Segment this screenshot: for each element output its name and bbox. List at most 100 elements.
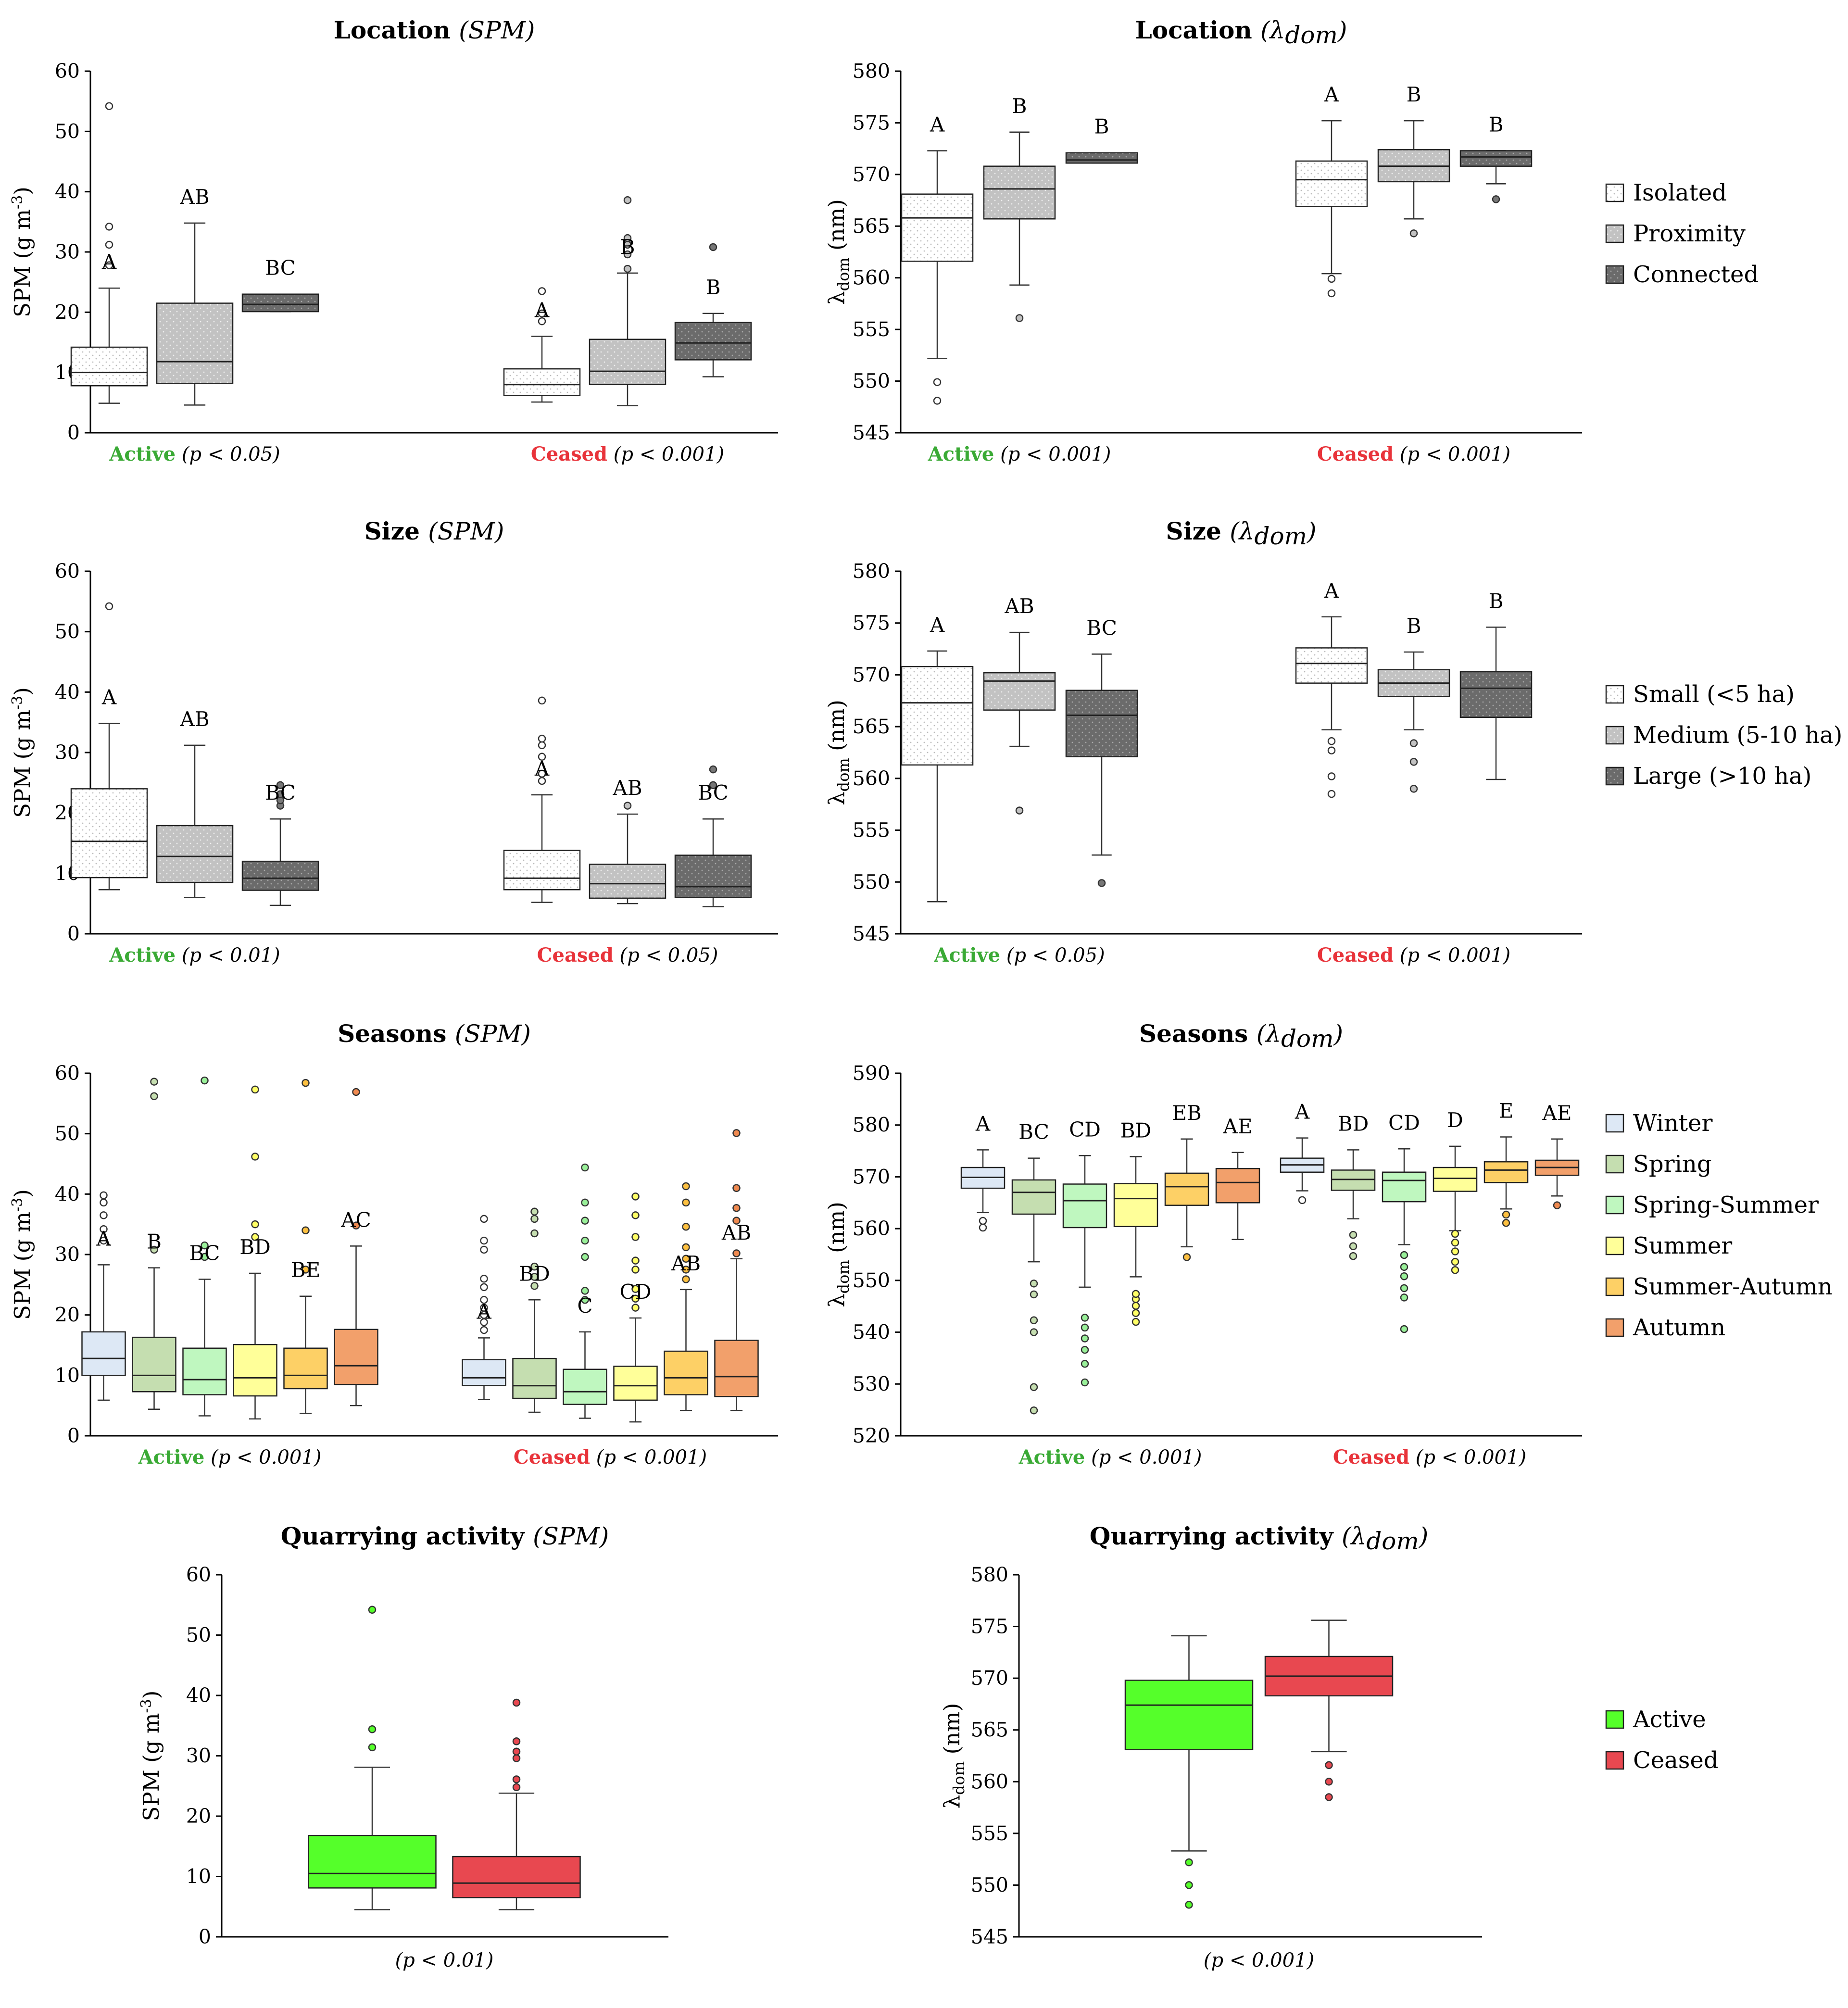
y-axis-label-part: ) <box>10 687 35 696</box>
group-label-ceased: Ceased (p < 0.001) <box>1317 944 1510 966</box>
y-tick-label: 555 <box>853 819 890 842</box>
y-tick-label: 20 <box>186 1805 211 1828</box>
outlier-point <box>480 1283 488 1292</box>
box-small-5-ha- <box>901 665 974 766</box>
significance-letter: EB <box>1172 1101 1202 1125</box>
outlier-point <box>512 1754 521 1762</box>
outlier-point <box>480 1326 488 1334</box>
y-axis-label-part: λ <box>824 1293 849 1307</box>
significance-letter: A <box>96 1227 111 1250</box>
y-tick-label: 540 <box>853 1321 890 1344</box>
outlier-point <box>105 102 113 110</box>
outlier-point <box>1030 1280 1038 1288</box>
significance-letter: B <box>706 276 721 299</box>
outlier-point <box>631 1233 640 1241</box>
group-name: Ceased <box>537 944 614 966</box>
panel-title: Size (SPM) <box>365 517 504 545</box>
y-tick-label: 550 <box>853 870 890 893</box>
panel-title-suffix: ) <box>1337 16 1347 44</box>
group-label-active: Active (p < 0.001) <box>138 1446 322 1468</box>
panel-size-spm: Size (SPM)SPM (g m-3)0102030405060AABBCA… <box>9 517 778 966</box>
y-tick-label: 0 <box>67 922 80 945</box>
box-proximity <box>983 165 1056 220</box>
legend-swatch-connected <box>1605 265 1624 284</box>
y-tick-label: 20 <box>55 1304 80 1327</box>
y-tick-label: 560 <box>853 767 890 790</box>
outlier-point <box>1502 1219 1510 1227</box>
box-medium-5-10-ha- <box>983 672 1056 711</box>
panel-size-ldom: Size (λdom)λdom (nm)54555055556056557057… <box>824 517 1842 966</box>
y-axis-label-part: (nm) <box>824 1202 849 1260</box>
outlier-point <box>1081 1334 1089 1343</box>
outlier-point <box>682 1198 690 1207</box>
outlier-point <box>1409 739 1418 747</box>
panel-title-suffix: dom <box>1366 1527 1419 1555</box>
outlier-point <box>1451 1238 1459 1247</box>
y-axis-label-part: (nm) <box>824 700 849 758</box>
y-tick-label: 560 <box>971 1770 1008 1793</box>
y-tick-label: 60 <box>186 1563 211 1586</box>
panel-title-suffix: ( <box>1342 1522 1352 1550</box>
group-p-value: (p < 0.001) <box>1409 1446 1526 1468</box>
y-tick-label: 30 <box>186 1744 211 1768</box>
panel-title-suffix: λ <box>1265 1020 1281 1048</box>
outlier-point <box>1030 1290 1038 1299</box>
outlier-point <box>251 1233 259 1241</box>
y-axis-label-part: (nm) <box>939 1703 965 1761</box>
legend-swatch-summer-autumn <box>1605 1277 1624 1296</box>
box-small-5-ha- <box>503 850 581 891</box>
x-axis-label: (p < 0.001) <box>1204 1949 1314 1971</box>
significance-letter: C <box>577 1294 592 1318</box>
group-p-value: (p < 0.001) <box>607 443 724 465</box>
y-axis-label: SPM (g m-3) <box>138 1691 164 1821</box>
outlier-point <box>251 1153 259 1161</box>
outlier-point <box>100 1191 108 1200</box>
y-tick-label: 520 <box>853 1424 890 1447</box>
box-summer-autumn <box>1483 1161 1529 1183</box>
box-summer-autumn <box>1164 1172 1209 1206</box>
legend-label: Small (<5 ha) <box>1633 681 1795 708</box>
y-axis-label-part: dom <box>834 257 853 291</box>
box-active <box>1124 1680 1254 1750</box>
outlier-point <box>682 1275 690 1283</box>
outlier-point <box>538 753 546 761</box>
y-tick-label: 40 <box>55 180 80 203</box>
box-winter <box>81 1331 126 1376</box>
panel-title-suffix: dom <box>1281 1025 1334 1053</box>
panel-title-suffix: λ <box>1350 1522 1367 1550</box>
outlier-point <box>100 1225 108 1233</box>
group-label-ceased: Ceased (p < 0.001) <box>514 1446 707 1468</box>
outlier-point <box>1015 314 1024 322</box>
box-isolated <box>901 193 974 262</box>
significance-letter: A <box>975 1112 991 1135</box>
significance-letter: CD <box>1069 1117 1101 1141</box>
y-tick-label: 40 <box>55 680 80 703</box>
outlier-point <box>1325 1778 1333 1786</box>
outlier-point <box>100 1198 108 1207</box>
box-small-5-ha- <box>1295 647 1368 684</box>
outlier-point <box>150 1245 158 1254</box>
outlier-point <box>631 1304 640 1312</box>
outlier-point <box>512 1737 521 1745</box>
outlier-point <box>1400 1263 1408 1271</box>
group-label-ceased: Ceased (p < 0.001) <box>531 443 724 465</box>
outlier-point <box>732 1217 741 1225</box>
outlier-point <box>1327 746 1336 754</box>
significance-letter: BC <box>1086 616 1117 640</box>
legend-label: Summer <box>1633 1232 1732 1259</box>
y-tick-label: 590 <box>853 1062 890 1085</box>
outlier-point <box>933 397 942 405</box>
panel-quarrying-spm: Quarrying activity (SPM) SPM (g m-3) 0 10 20… <box>138 1522 668 1971</box>
significance-letter: A <box>930 113 945 136</box>
significance-letter: BE <box>291 1258 321 1282</box>
significance-letter: BC <box>265 781 296 804</box>
box-medium-5-10-ha- <box>156 825 234 883</box>
legend-swatch-small-5-ha- <box>1605 685 1624 704</box>
outlier-point <box>709 765 717 774</box>
y-tick-label: 530 <box>853 1372 890 1395</box>
box-proximity <box>589 339 666 385</box>
panels: Location (SPM)SPM (g m-3)0102030405060AA… <box>9 16 1842 1971</box>
significance-letter: A <box>534 757 550 780</box>
box-autumn <box>1215 1167 1260 1204</box>
